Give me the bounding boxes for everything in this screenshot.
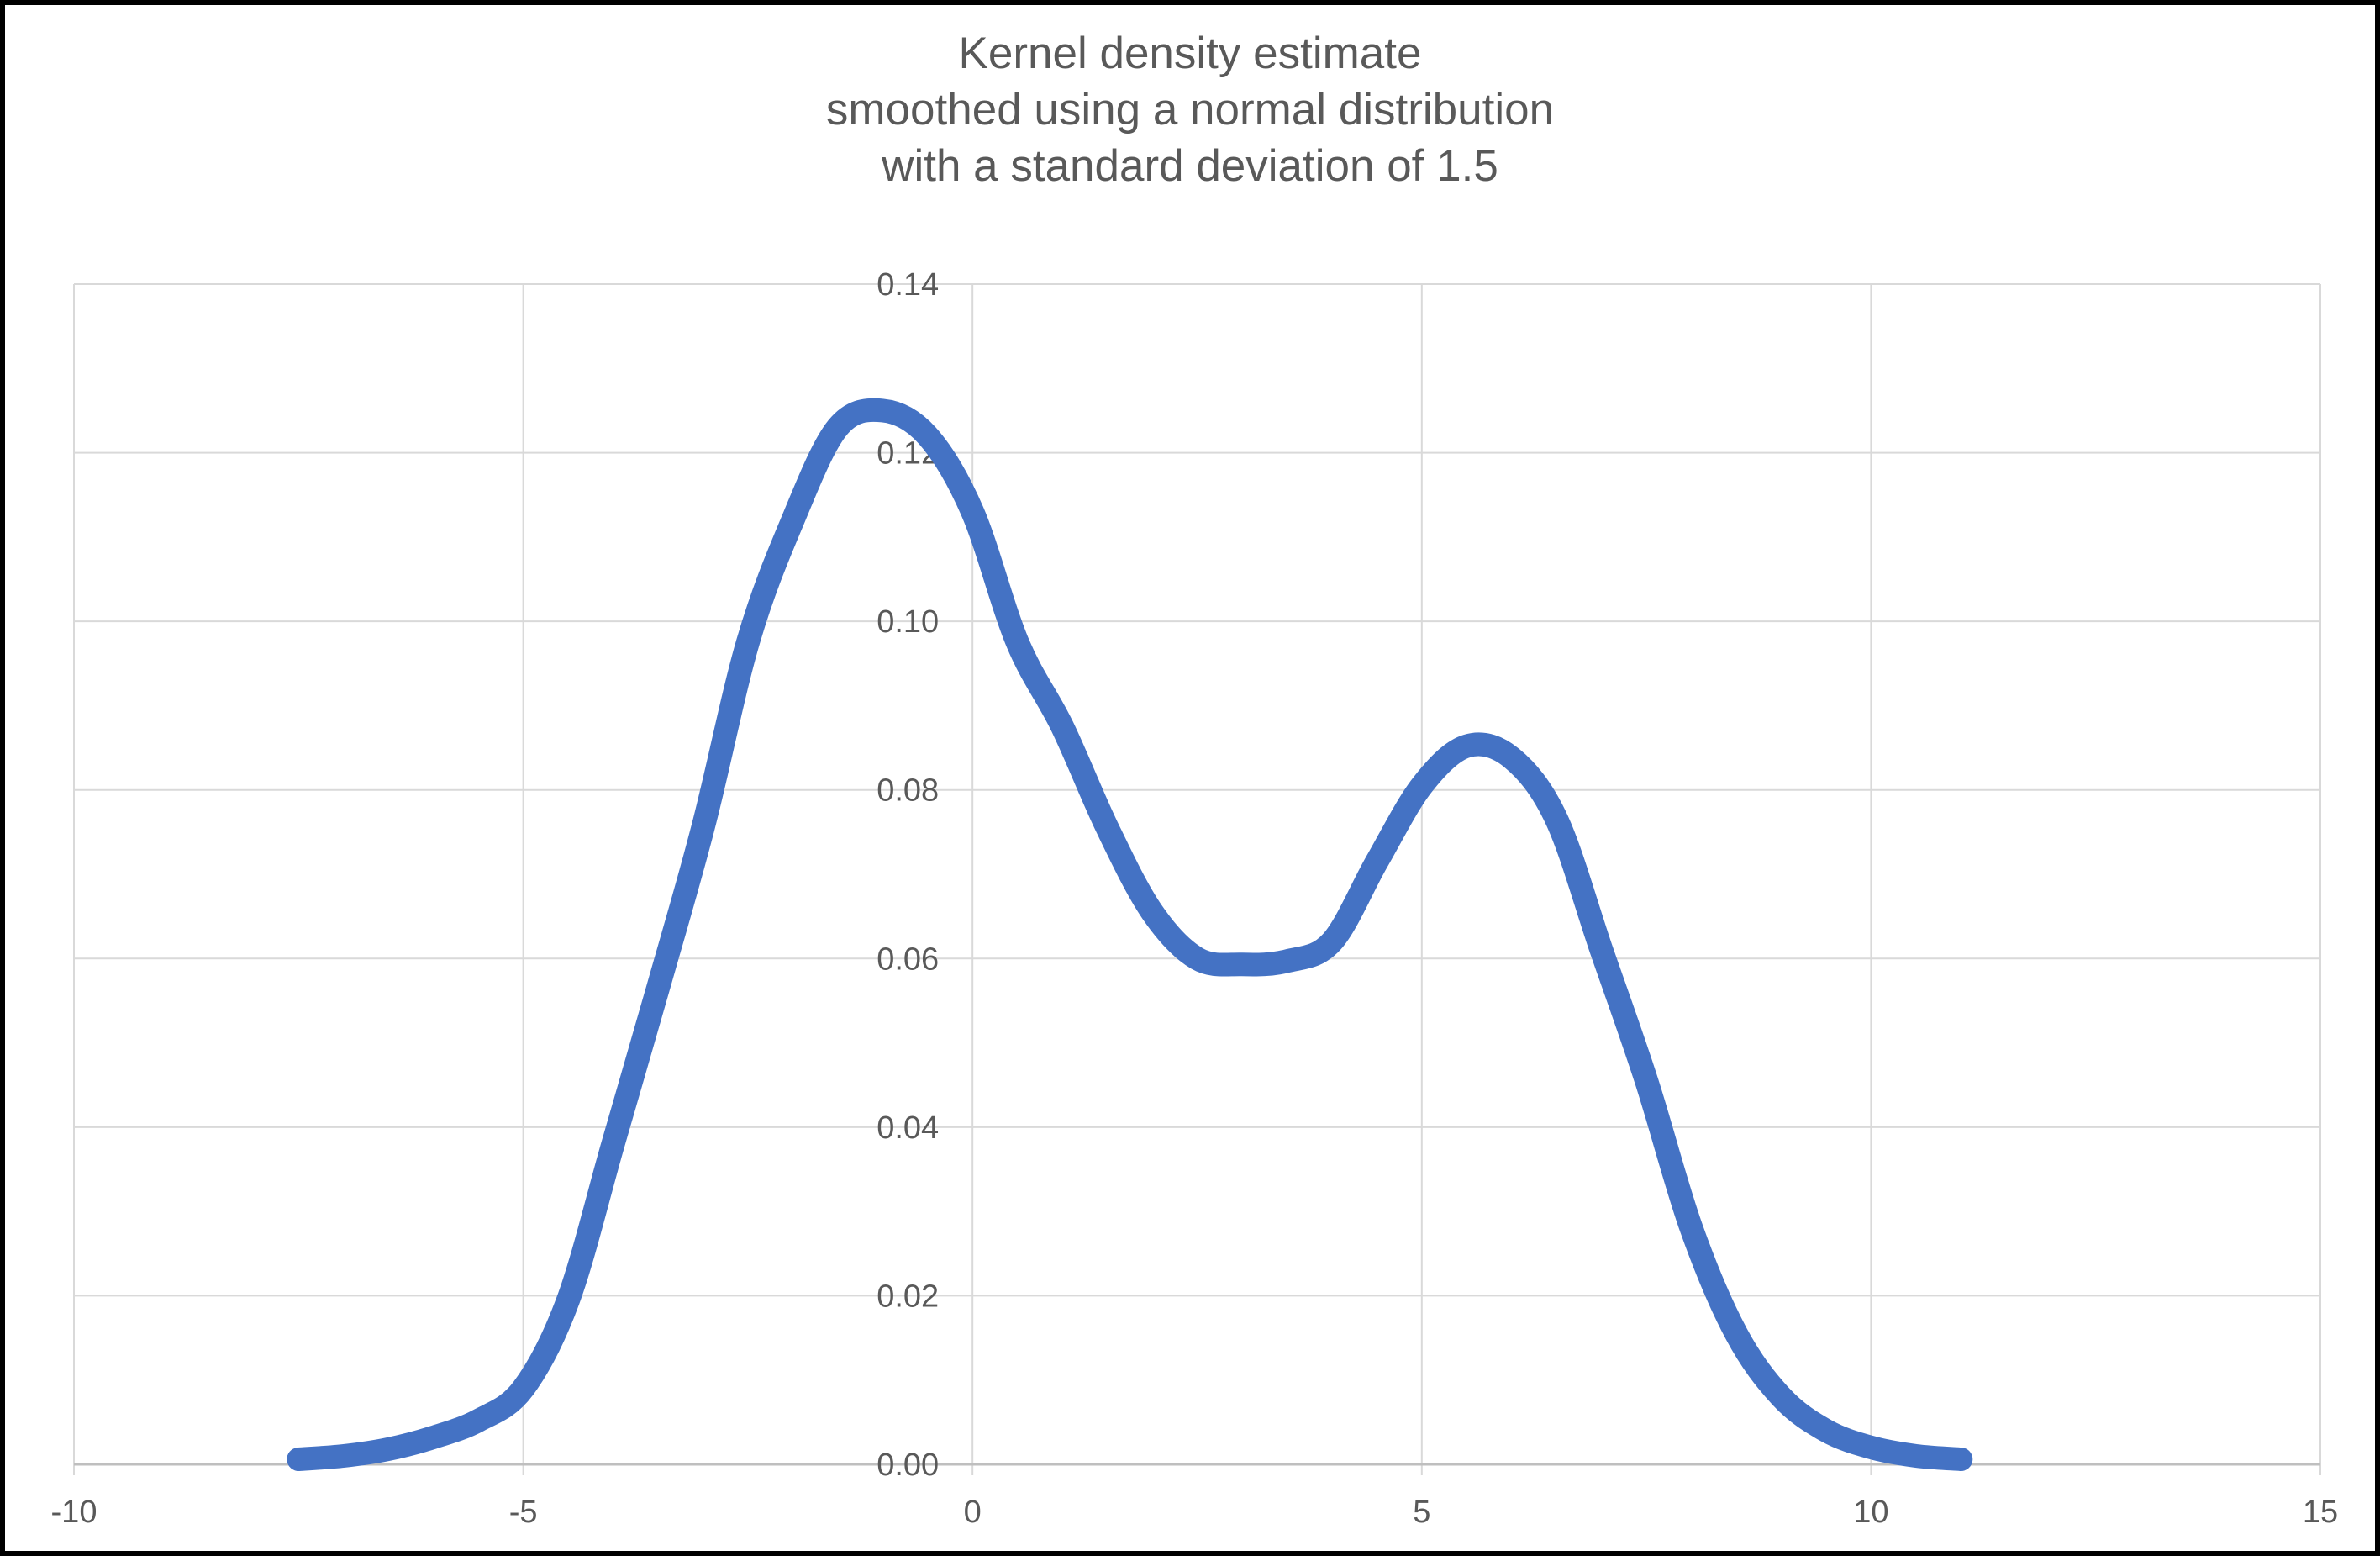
x-tick-label--5: -5	[509, 1495, 538, 1530]
plot-area[interactable]: 0.000.020.040.060.080.100.120.14-10 -5 0 5 1…	[5, 5, 2380, 1561]
y-tick-label-0.00: 0.00	[877, 1448, 939, 1483]
y-tick-label-0.14: 0.14	[877, 267, 939, 303]
y-tick-label-0.02: 0.02	[877, 1279, 939, 1314]
y-tick-label-0.06: 0.06	[877, 941, 939, 977]
x-tick-label-10: 10	[1853, 1495, 1888, 1530]
kde-series-line	[287, 398, 1973, 1471]
chart-title-line-2: smoothed using a normal distribution	[825, 85, 1555, 134]
x-tick-label--10: -10	[51, 1495, 97, 1530]
y-tick-label-0.10: 0.10	[877, 604, 939, 640]
x-tick-label-0: 0	[964, 1495, 982, 1530]
chart-title-line-1: Kernel density estimate	[958, 29, 1422, 78]
chart-title-line-3: with a standard deviation of 1.5	[882, 141, 1498, 191]
x-tick-label-5: 5	[1413, 1495, 1430, 1530]
y-tick-label-0.08: 0.08	[877, 773, 939, 809]
chart-title: Kernel density estimate smoothed using a…	[5, 25, 2375, 194]
x-tick-label-15: 15	[2303, 1495, 2338, 1530]
y-tick-label-0.04: 0.04	[877, 1110, 939, 1146]
